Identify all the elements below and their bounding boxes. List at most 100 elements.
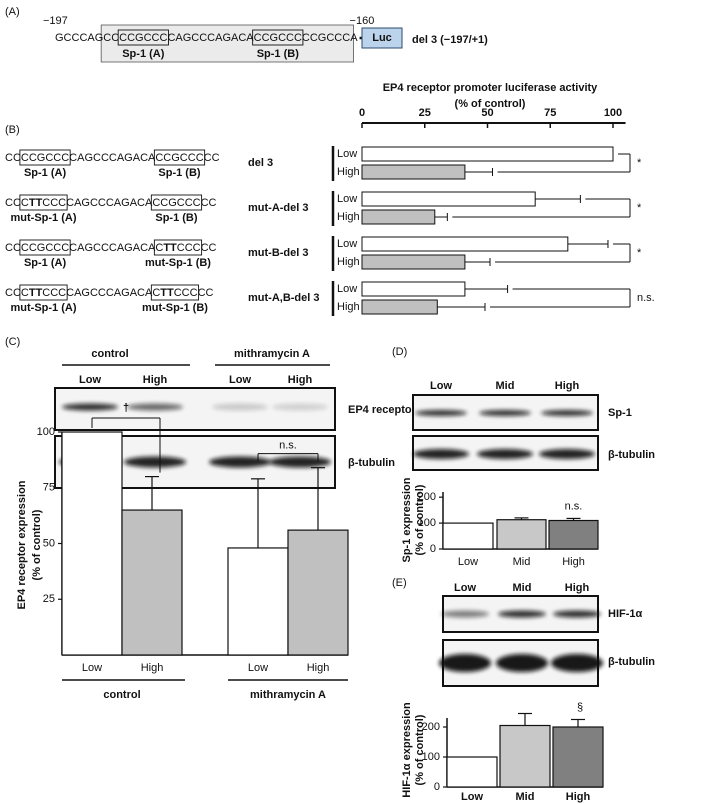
site-box — [150, 194, 203, 211]
blot-band — [269, 456, 331, 468]
axis-title: (% of control) — [414, 484, 426, 555]
x-tick-label: Mid — [513, 556, 531, 568]
blot-band — [272, 403, 328, 411]
panel-label: (B) — [5, 124, 20, 136]
sequence-part: C — [152, 287, 160, 299]
sequence-segment: CCGCCC — [21, 152, 69, 164]
series-label: High — [337, 301, 360, 313]
sequence-part: C — [155, 242, 163, 254]
site-box — [153, 149, 206, 166]
sequence-segment: CAGCCCAGACA — [69, 152, 156, 164]
panel-label: (C) — [5, 336, 20, 348]
sequence-segment: CTTCCC — [21, 287, 66, 299]
sequence-part: C — [21, 287, 29, 299]
lane-label: High — [555, 380, 580, 392]
bar — [552, 726, 604, 788]
band-label: Sp-1 — [608, 407, 632, 419]
x-tick-label: Low — [248, 662, 268, 674]
band-label: β-tubulin — [608, 449, 655, 461]
band-label: HIF-1α — [608, 608, 643, 620]
sequence-part: CCC — [42, 197, 66, 209]
bar — [496, 519, 547, 550]
y-tick-label: 0 — [434, 781, 440, 793]
site-label: mut-Sp-1 (B) — [142, 302, 208, 314]
reporter-label: Luc — [372, 32, 392, 44]
sequence-segment: CC — [201, 197, 217, 209]
blot-band — [212, 403, 268, 411]
blot-band — [479, 410, 531, 416]
blot-band — [477, 449, 533, 459]
axis-title: (% of control) — [31, 509, 43, 580]
position-label: −160 — [350, 15, 375, 27]
blot-band — [551, 654, 603, 672]
band-label: β-tubulin — [608, 656, 655, 668]
site-box — [19, 284, 68, 301]
blot-band — [498, 610, 546, 618]
reporter-box — [361, 27, 403, 49]
band-label: EP4 receptor — [348, 404, 417, 416]
sequence-part: TT — [29, 197, 43, 209]
x-tick-label: 0 — [359, 107, 365, 119]
axis-title: Sp-1 expression — [401, 477, 413, 562]
significance-label: n.s. — [637, 292, 655, 304]
significance-label: n.s. — [279, 440, 297, 452]
significance-label: § — [577, 701, 583, 713]
site-label: Sp-1 (A) — [24, 167, 67, 179]
bar — [361, 254, 466, 270]
bar — [361, 299, 438, 315]
site-box — [19, 149, 71, 166]
bar — [227, 547, 289, 656]
blot-band — [553, 610, 601, 618]
blot-band — [541, 410, 593, 416]
bar — [121, 509, 183, 656]
blot-band — [539, 449, 595, 459]
sequence-segment: CC — [5, 287, 21, 299]
sequence-part: CCC — [42, 287, 66, 299]
series-label: High — [337, 211, 360, 223]
axis-title: HIF-1α expression — [401, 702, 413, 798]
bar — [361, 281, 466, 297]
sequence-segment: CCGCCC — [119, 32, 167, 44]
sequence-segment: CCGCCC — [155, 152, 203, 164]
panel-label: (D) — [392, 346, 407, 358]
sequence-segment: CC — [5, 197, 21, 209]
site-box — [150, 284, 200, 301]
site-label: Sp-1 (A) — [122, 48, 165, 60]
blot-band — [124, 456, 186, 468]
site-label: mut-Sp-1 (B) — [145, 257, 211, 269]
panel-label: (E) — [392, 577, 407, 589]
bar — [287, 529, 349, 656]
sequence-segment: CCGCCCA — [302, 32, 358, 44]
site-box — [117, 29, 169, 46]
sequence-segment: CC — [198, 287, 214, 299]
y-tick-label: 25 — [43, 593, 55, 605]
site-label: Sp-1 (B) — [257, 48, 300, 60]
significance-label: * — [637, 247, 642, 259]
x-tick-label: 100 — [604, 107, 622, 119]
x-tick-label: Low — [458, 556, 478, 568]
y-tick-label: 200 — [422, 721, 440, 733]
series-label: Low — [337, 148, 357, 160]
sequence-segment: CAGCCCAGACA — [66, 197, 153, 209]
bar — [446, 756, 498, 788]
blot-band — [439, 654, 491, 672]
construct-name: mut-A,B-del 3 — [248, 292, 320, 304]
site-box — [19, 239, 71, 256]
bar — [361, 164, 466, 180]
series-label: Low — [337, 283, 357, 295]
series-label: High — [337, 256, 360, 268]
blot-band — [209, 456, 271, 468]
site-label: Sp-1 (B) — [158, 167, 201, 179]
significance-label: * — [637, 202, 642, 214]
bar — [548, 519, 599, 550]
y-tick-label: 100 — [422, 751, 440, 763]
axis-title: EP4 receptor expression — [16, 480, 28, 609]
sequence-segment: CTTCCC — [152, 287, 197, 299]
panel-label: (A) — [5, 6, 20, 18]
x-tick-label: Low — [461, 791, 483, 803]
band-label: β-tubulin — [348, 457, 395, 469]
y-tick-label: 50 — [43, 537, 55, 549]
sequence-part: CCC — [177, 242, 201, 254]
x-tick-label: 25 — [419, 107, 431, 119]
